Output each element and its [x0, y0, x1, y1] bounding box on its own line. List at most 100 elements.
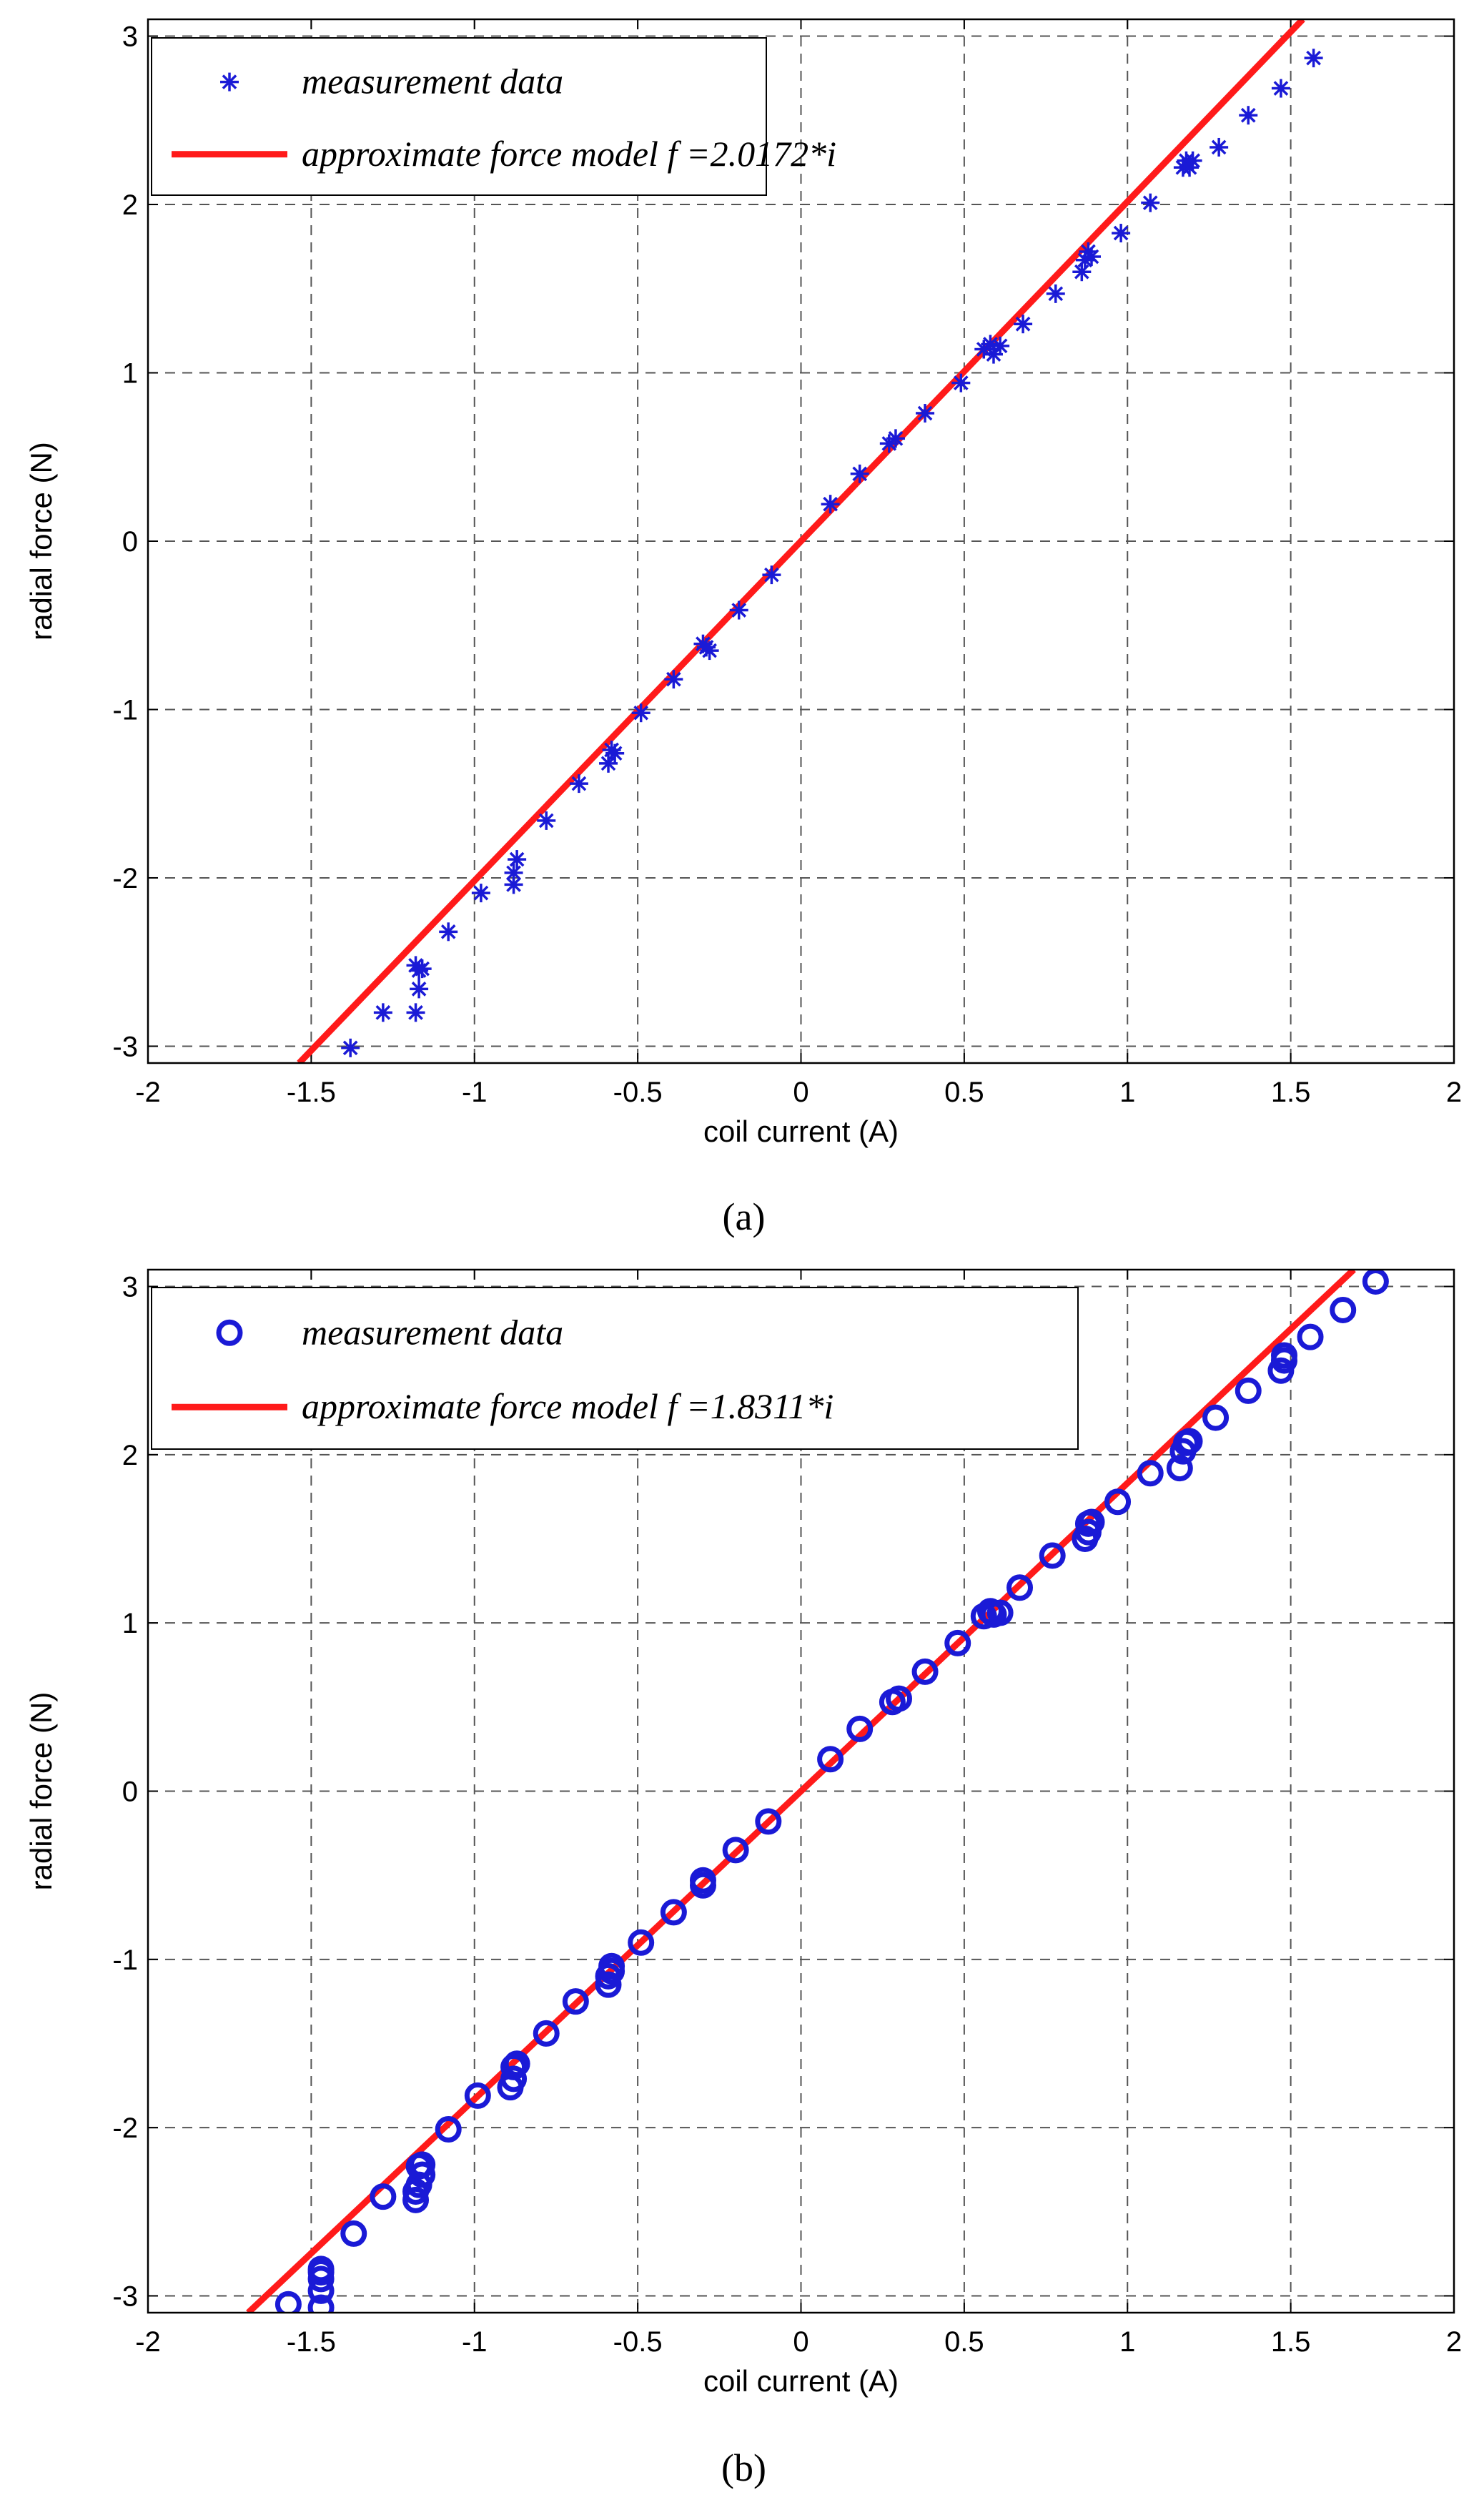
data-point	[307, 2255, 335, 2283]
y-axis-label: radial force (N)	[24, 442, 58, 641]
data-point	[986, 1599, 1014, 1626]
legend-label-model: approximate force model f =2.0172*i	[302, 134, 836, 174]
data-point	[1072, 262, 1092, 282]
model-line	[297, 19, 1305, 1063]
data-point	[628, 1929, 655, 1956]
x-tick-label: -0.5	[613, 2326, 663, 2358]
data-point	[951, 373, 971, 392]
x-tick-label: -1	[462, 1077, 488, 1108]
axes-frame	[147, 18, 1455, 1064]
data-point	[911, 1658, 939, 1685]
data-point	[464, 2082, 491, 2109]
data-point	[817, 1746, 844, 1773]
y-tick-label: -2	[112, 863, 138, 894]
data-point	[944, 1629, 971, 1656]
x-tick-label: 1	[1119, 1077, 1135, 1108]
x-tick-label: 0	[793, 2326, 808, 2358]
data-point	[409, 2151, 436, 2178]
data-point	[1271, 79, 1290, 98]
data-point	[916, 404, 935, 423]
legend-marker-icon	[216, 1319, 243, 1346]
y-tick-label: 3	[122, 21, 138, 53]
data-point	[598, 1952, 625, 1980]
data-point	[599, 753, 618, 773]
chart-a: -2 -1.5 -1 -0.5 0 0.5 1 1.5 2 -3 -2 -1 0 1 2 3 measureme…	[24, 18, 1462, 1238]
data-point	[1112, 224, 1131, 243]
data-point	[274, 2291, 302, 2313]
x-tick-label: 0.5	[944, 1077, 984, 1108]
y-tick-label: 0	[122, 526, 138, 558]
data-point	[341, 1038, 360, 1057]
data-point	[1014, 315, 1033, 334]
x-tick-label: 1.5	[1271, 1077, 1311, 1108]
data-point	[722, 1837, 749, 1864]
data-point	[689, 1867, 716, 1894]
y-tick-label: -1	[112, 694, 138, 726]
data-point	[562, 1988, 589, 2015]
data-point	[406, 1003, 425, 1022]
data-point	[1183, 151, 1202, 170]
panel-label: (b)	[721, 2446, 766, 2489]
x-tick-label: -1.5	[287, 1077, 336, 1108]
data-point	[537, 811, 556, 830]
data-point	[1270, 1342, 1297, 1369]
x-tick-label: 2	[1446, 2326, 1462, 2358]
legend-marker-icon	[220, 72, 239, 92]
data-point	[886, 429, 905, 448]
data-point	[340, 2220, 367, 2247]
x-tick-label: 1	[1119, 2326, 1135, 2358]
y-tick-label: -3	[112, 1031, 138, 1062]
legend-label-measurement: measurement data	[302, 1312, 563, 1352]
y-tick-label: -3	[112, 2281, 138, 2312]
data-point	[700, 641, 719, 661]
x-tick-label: 0	[793, 1077, 808, 1108]
data-point	[1176, 1428, 1203, 1455]
x-tick-label: -1	[462, 2326, 488, 2358]
data-point	[1079, 242, 1098, 261]
data-point	[886, 1685, 913, 1712]
data-point	[439, 922, 458, 942]
data-point	[412, 959, 432, 979]
y-tick-label: 1	[122, 1608, 138, 1639]
data-point	[1046, 284, 1065, 303]
data-point	[1304, 49, 1323, 68]
data-point	[471, 884, 490, 903]
y-tick-label: -2	[112, 2113, 138, 2144]
data-point	[1235, 1377, 1262, 1404]
data-point	[1202, 1404, 1230, 1431]
x-tick-label: -0.5	[613, 1077, 663, 1108]
data-point	[729, 601, 748, 620]
x-tick-label: -2	[135, 1077, 161, 1108]
panel-label: (a)	[723, 1195, 766, 1238]
y-tick-label: 3	[122, 1272, 138, 1303]
chart-b: -2 -1.5 -1 -0.5 0 0.5 1 1.5 2 -3 -2 -1 0 1 2 3 measureme…	[24, 1268, 1462, 2489]
data-point	[504, 875, 523, 894]
data-point	[850, 464, 869, 483]
data-point	[1006, 1574, 1034, 1601]
data-point	[373, 1003, 392, 1022]
data-point	[1104, 1488, 1132, 1516]
model-line	[246, 1270, 1356, 2313]
data-point	[1078, 1508, 1105, 1536]
data-point	[569, 774, 588, 794]
data-point	[1137, 1460, 1164, 1487]
legend: measurement data approximate force model …	[151, 37, 836, 196]
data-point	[435, 2115, 462, 2143]
data-point	[533, 2020, 560, 2047]
y-tick-label: 1	[122, 358, 138, 390]
data-point	[762, 565, 781, 585]
data-point	[660, 1899, 687, 1926]
y-axis-label: radial force (N)	[24, 1692, 58, 1891]
data-point	[1082, 247, 1102, 267]
x-tick-label: 0.5	[944, 2326, 984, 2358]
data-point	[1239, 106, 1258, 125]
x-tick-label: 1.5	[1271, 2326, 1311, 2358]
data-point	[1297, 1323, 1324, 1350]
x-axis-label: coil current (A)	[703, 2364, 899, 2398]
data-point	[1210, 137, 1229, 157]
data-point	[1330, 1296, 1357, 1323]
data-point	[410, 979, 429, 999]
x-tick-label: -1.5	[287, 2326, 336, 2358]
data-point	[821, 495, 840, 514]
